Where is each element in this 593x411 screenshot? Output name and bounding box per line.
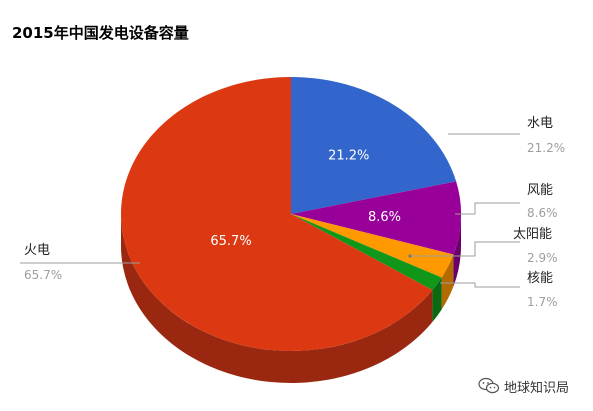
pie-depth (121, 214, 461, 383)
leader-dot-2 (408, 254, 412, 258)
slice-label-0: 21.2% (328, 149, 369, 164)
pie-slice-4 (121, 76, 433, 351)
pie-slice-3 (291, 214, 442, 291)
slice-label-4: 65.7% (210, 234, 251, 249)
leader-line-2 (410, 241, 520, 257)
legend-name-3: 核能 (527, 271, 553, 286)
legend-pct-4: 65.7% (24, 268, 62, 282)
pie-side-1 (453, 214, 461, 287)
watermark: 地球知识局 (478, 374, 590, 398)
wechat-icon (478, 377, 500, 394)
legend-pct-3: 1.7% (527, 295, 558, 309)
legend-name-0: 水电 (527, 116, 553, 131)
legend-pct-0: 21.2% (527, 141, 565, 155)
legend-name-1: 风能 (527, 183, 553, 198)
legend-pct-1: 8.6% (527, 206, 558, 220)
slice-label-1: 8.6% (368, 210, 401, 225)
legend-name-4: 火电 (24, 243, 50, 258)
legend-pct-2: 2.9% (527, 251, 558, 265)
legend-name-2: 太阳能 (513, 227, 552, 242)
pie-labels: 21.2% 8.6% 65.7% (210, 149, 401, 249)
pie-side-2 (441, 254, 454, 310)
pie-side-4 (121, 214, 433, 383)
pie-side-3 (432, 277, 442, 323)
leader-line-3 (440, 282, 520, 288)
pie-slice-2 (291, 214, 454, 278)
pie-slice-0 (291, 77, 457, 214)
pie-top (121, 76, 461, 351)
pie-slice-1 (291, 181, 461, 255)
leader-line-1 (455, 202, 520, 215)
chart-title: 2015年中国发电设备容量 (12, 24, 189, 42)
watermark-text: 地球知识局 (504, 380, 570, 396)
pie-legend: 水电 21.2% 风能 8.6% 太阳能 2.9% 核能 1.7% 火电 65.7% (20, 116, 565, 309)
